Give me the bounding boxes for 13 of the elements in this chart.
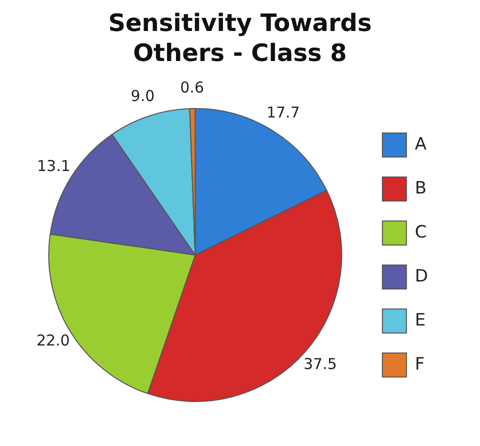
legend-label: C (414, 222, 427, 242)
data-label: 37.5 (303, 354, 337, 373)
legend-label: E (414, 310, 426, 330)
legend-label: B (414, 178, 427, 198)
data-label: 17.7 (266, 104, 300, 122)
data-label: 9.0 (130, 86, 155, 105)
data-label: 22.0 (36, 332, 70, 350)
data-label: 0.6 (180, 78, 204, 96)
data-label: 13.1 (36, 157, 70, 176)
legend-label: A (414, 134, 427, 154)
chart-title: Sensitivity Towards Others - Class 8 (107, 8, 373, 68)
legend-label: D (414, 266, 428, 286)
legend-label: F (414, 354, 425, 374)
